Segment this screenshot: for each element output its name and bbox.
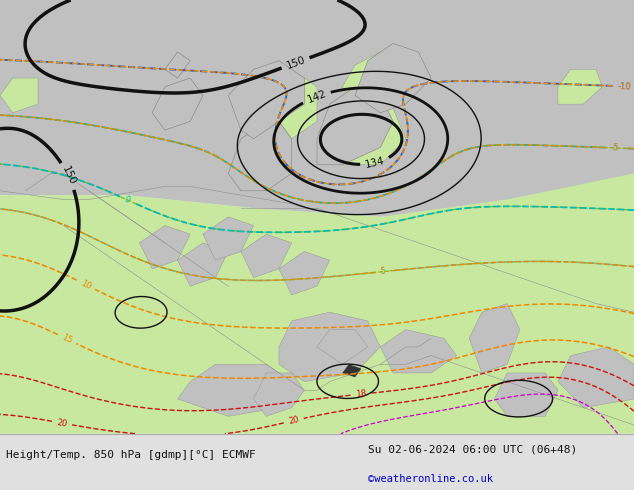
Text: 15: 15 — [60, 333, 74, 345]
Text: -10: -10 — [618, 82, 631, 91]
Text: 20: 20 — [56, 417, 68, 428]
Text: -5: -5 — [611, 143, 619, 152]
Polygon shape — [266, 78, 317, 139]
Polygon shape — [342, 364, 361, 377]
Text: 18: 18 — [355, 389, 366, 399]
Polygon shape — [558, 70, 602, 104]
Polygon shape — [317, 87, 393, 165]
Polygon shape — [495, 373, 558, 416]
Polygon shape — [254, 373, 304, 416]
Text: 134: 134 — [364, 156, 386, 170]
Text: 0: 0 — [123, 195, 131, 205]
Polygon shape — [139, 225, 190, 269]
Polygon shape — [165, 52, 190, 78]
Polygon shape — [228, 122, 292, 191]
Text: 150: 150 — [60, 165, 77, 187]
Polygon shape — [317, 330, 368, 364]
Text: 10: 10 — [79, 278, 93, 291]
Text: 5: 5 — [380, 267, 386, 276]
Text: -5: -5 — [611, 143, 619, 152]
Polygon shape — [380, 330, 456, 373]
Polygon shape — [0, 78, 38, 113]
Text: ©weatheronline.co.uk: ©weatheronline.co.uk — [368, 474, 493, 484]
Polygon shape — [0, 0, 634, 217]
Polygon shape — [355, 44, 431, 113]
Text: Height/Temp. 850 hPa [gdmp][°C] ECMWF: Height/Temp. 850 hPa [gdmp][°C] ECMWF — [6, 450, 256, 460]
Text: 142: 142 — [306, 89, 328, 105]
Polygon shape — [178, 243, 228, 286]
Polygon shape — [342, 52, 412, 104]
Polygon shape — [0, 173, 634, 434]
Text: 5: 5 — [380, 267, 386, 276]
Polygon shape — [469, 304, 520, 373]
Polygon shape — [203, 217, 254, 260]
Polygon shape — [330, 96, 406, 165]
Polygon shape — [178, 364, 292, 416]
Polygon shape — [241, 234, 292, 277]
Polygon shape — [558, 347, 634, 408]
Polygon shape — [279, 251, 330, 295]
Text: -10: -10 — [618, 82, 631, 91]
Polygon shape — [228, 61, 304, 139]
Polygon shape — [152, 78, 203, 130]
Text: Su 02-06-2024 06:00 UTC (06+48): Su 02-06-2024 06:00 UTC (06+48) — [368, 444, 577, 454]
Text: 150: 150 — [285, 55, 307, 71]
Polygon shape — [241, 122, 292, 182]
Polygon shape — [279, 312, 380, 382]
Text: 20: 20 — [288, 415, 300, 426]
